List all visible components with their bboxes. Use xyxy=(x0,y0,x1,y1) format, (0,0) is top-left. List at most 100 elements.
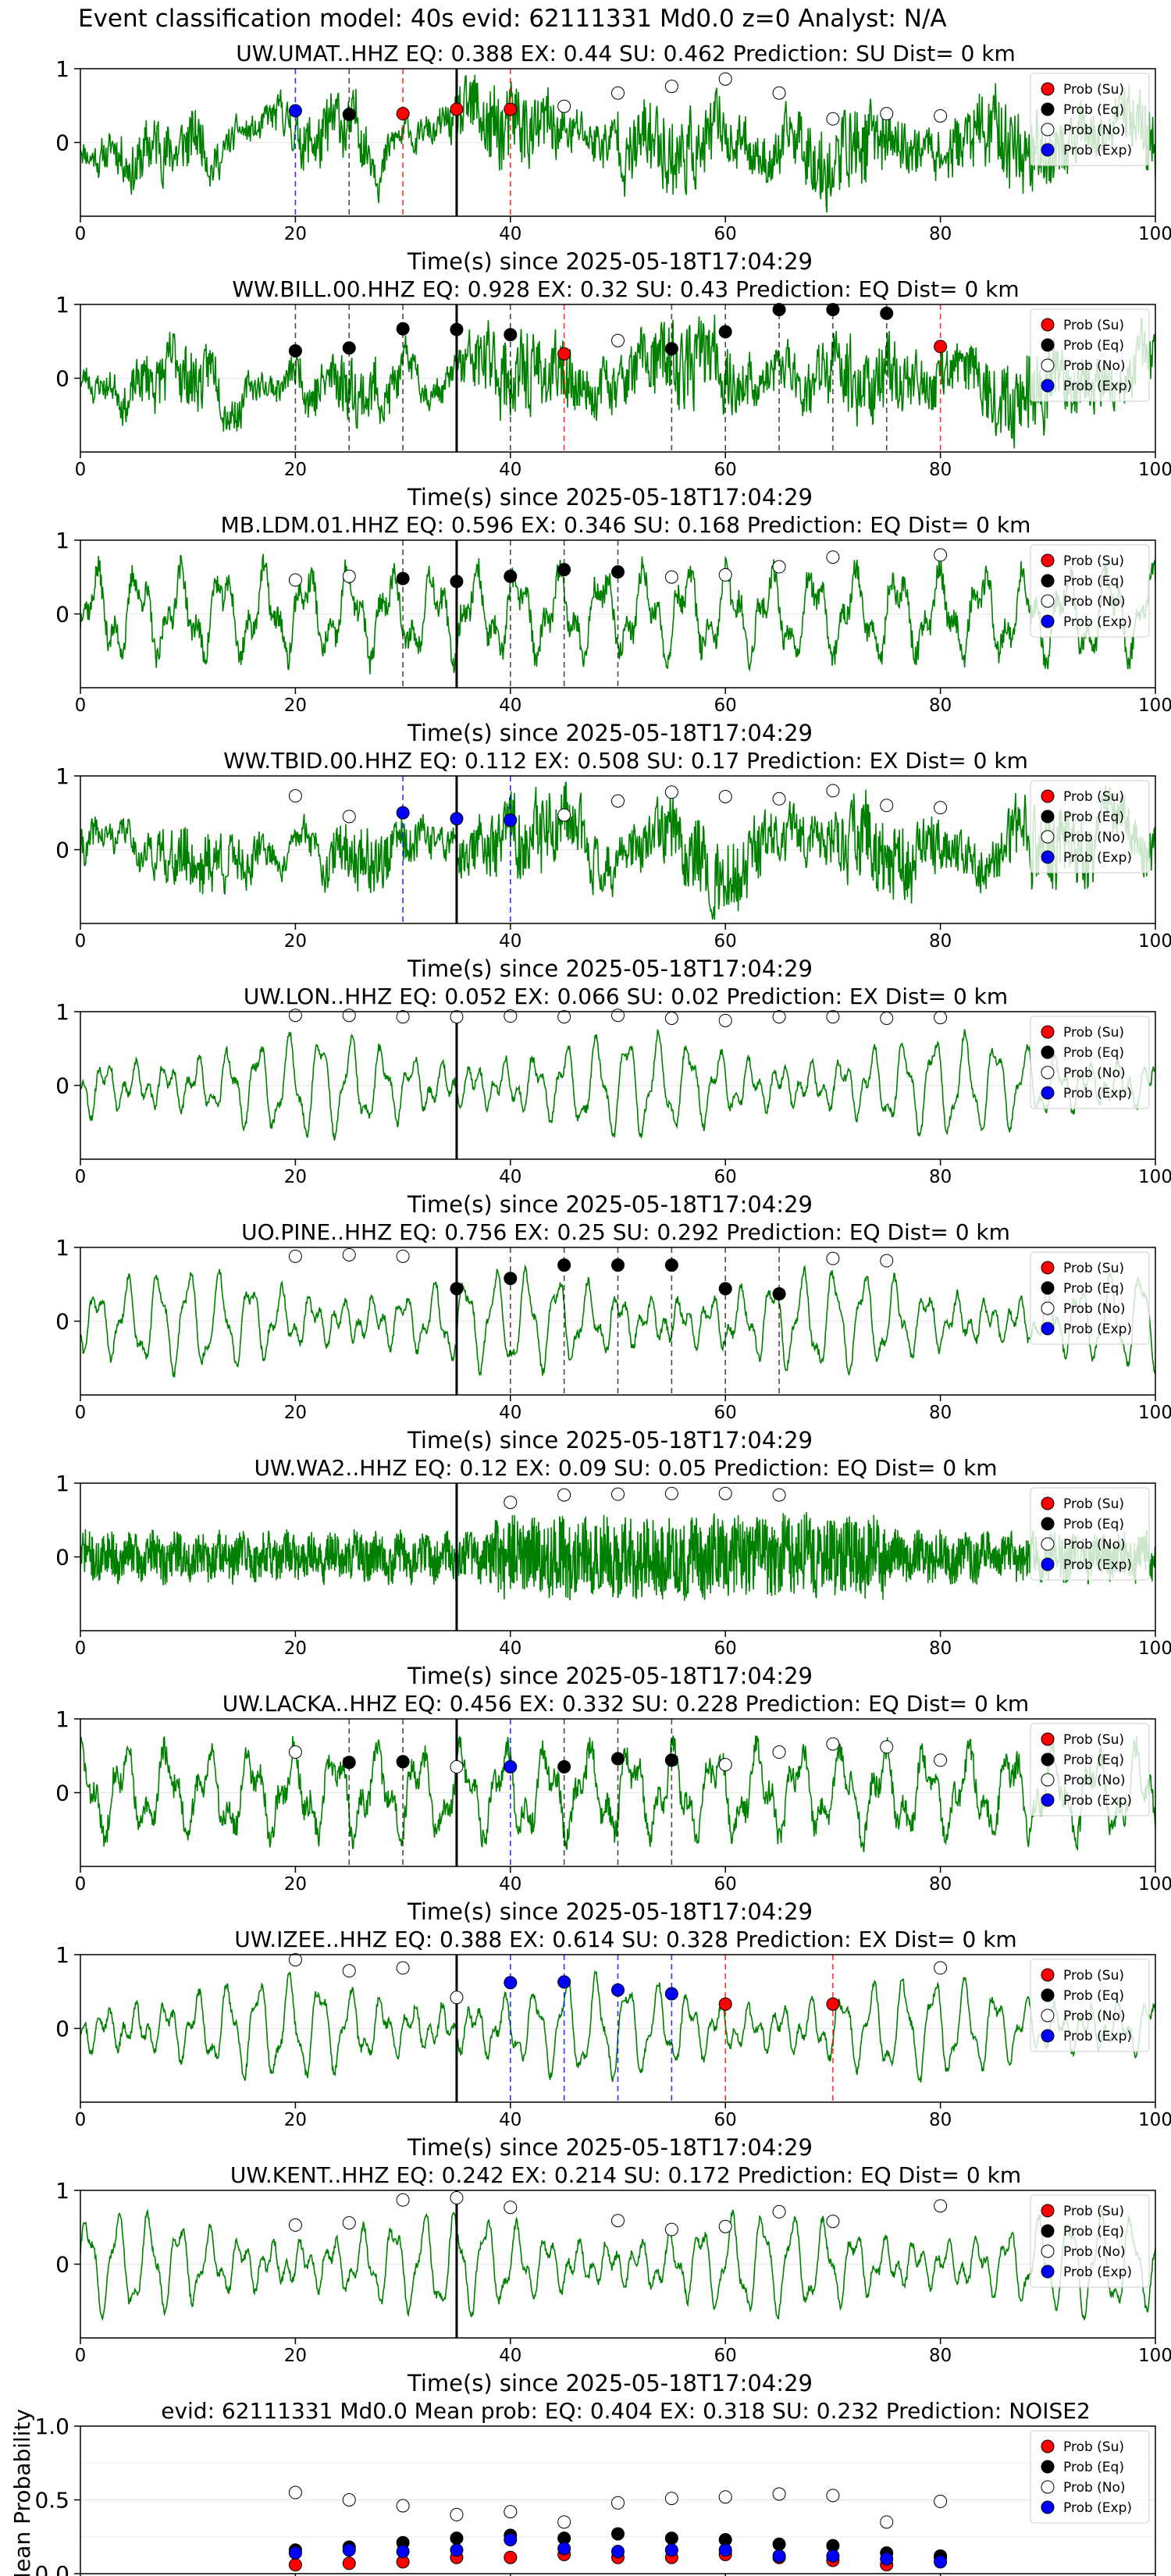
mean-point-eq xyxy=(664,2532,678,2546)
y-tick-label: 0 xyxy=(55,1781,69,1806)
x-tick-label: 80 xyxy=(929,1638,952,1659)
prob-point-no xyxy=(342,2216,356,2230)
x-axis-label: Time(s) since 2025-05-18T17:04:29 xyxy=(407,1191,813,1218)
x-tick-label: 0 xyxy=(75,1167,87,1187)
prob-point-no xyxy=(288,1249,302,1263)
prob-point-eq xyxy=(664,1258,678,1272)
legend-marker-exp xyxy=(1041,143,1055,157)
panel-title: WW.TBID.00.HHZ EQ: 0.112 EX: 0.508 SU: 0… xyxy=(223,748,1028,774)
x-tick-label: 20 xyxy=(284,224,307,244)
prob-point-no xyxy=(718,568,732,582)
prob-point-su xyxy=(504,102,518,116)
legend-label-no: Prob (No) xyxy=(1063,1301,1126,1317)
legend-marker-exp xyxy=(1041,1557,1055,1571)
legend-label-su: Prob (Su) xyxy=(1063,1732,1124,1748)
prob-point-exp xyxy=(504,813,518,827)
legend-marker-no xyxy=(1041,594,1055,608)
x-tick-label: 80 xyxy=(929,460,952,480)
legend-label-su: Prob (Su) xyxy=(1063,1261,1124,1276)
prob-point-no xyxy=(772,560,786,574)
mean-point-su xyxy=(342,2556,356,2571)
prob-point-no xyxy=(342,569,356,583)
legend-label-exp: Prob (Exp) xyxy=(1063,143,1132,158)
summary-panel: evid: 62111331 Md0.0 Mean prob: EQ: 0.40… xyxy=(9,2398,1156,2576)
mean-point-no xyxy=(342,2493,356,2507)
prob-point-no xyxy=(772,1488,786,1502)
waveform-trace xyxy=(80,1512,1155,1601)
x-tick-label: 0 xyxy=(75,931,87,952)
x-tick-label: 0 xyxy=(75,1874,87,1895)
x-tick-label: 100 xyxy=(1138,1403,1171,1423)
x-tick-label: 40 xyxy=(499,224,521,244)
x-tick-label: 40 xyxy=(499,2110,521,2130)
legend-marker-su xyxy=(1041,82,1055,96)
panel-title: UW.UMAT..HHZ EQ: 0.388 EX: 0.44 SU: 0.46… xyxy=(236,41,1016,66)
legend-marker-no xyxy=(1041,1301,1055,1315)
prob-point-no xyxy=(288,1953,302,1967)
x-tick-label: 60 xyxy=(714,2346,737,2366)
prob-point-no xyxy=(934,801,948,815)
legend-marker-eq xyxy=(1041,2460,1055,2474)
mean-point-exp xyxy=(880,2552,894,2566)
waveform-trace xyxy=(80,74,1155,213)
legend-label-su: Prob (Su) xyxy=(1063,1025,1124,1041)
waveform xyxy=(80,1512,1155,1601)
prob-point-no xyxy=(396,2193,410,2207)
prob-point-eq xyxy=(504,1272,518,1286)
x-tick-label: 40 xyxy=(499,460,521,480)
legend-label-eq: Prob (Eq) xyxy=(1063,102,1124,118)
y-tick-label: 0 xyxy=(55,1073,69,1099)
legend-marker-no xyxy=(1041,2244,1055,2258)
x-axis-label: Time(s) since 2025-05-18T17:04:29 xyxy=(407,484,813,511)
x-tick-label: 60 xyxy=(714,931,737,952)
prob-point-no xyxy=(611,2214,625,2228)
prob-point-no xyxy=(826,1737,840,1751)
prob-point-su xyxy=(934,340,948,354)
prob-point-eq xyxy=(504,569,518,583)
legend-label-eq: Prob (Eq) xyxy=(1063,1752,1124,1768)
legend-marker-su xyxy=(1041,318,1055,332)
x-tick-label: 60 xyxy=(714,460,737,480)
legend: Prob (Su) Prob (Eq) Prob (No) Prob (Exp) xyxy=(1030,308,1150,402)
waveform-trace xyxy=(80,315,1155,449)
prob-point-eq xyxy=(772,303,786,317)
prob-point-no xyxy=(288,573,302,587)
legend-label-no: Prob (No) xyxy=(1063,1773,1126,1788)
legend-label-su: Prob (Su) xyxy=(1063,2439,1124,2455)
y-tick-label: 0 xyxy=(55,2016,69,2042)
legend-label-eq: Prob (Eq) xyxy=(1063,1281,1124,1297)
prob-point-no xyxy=(450,2190,464,2204)
legend: Prob (Su) Prob (Eq) Prob (No) Prob (Exp) xyxy=(1030,2194,1150,2288)
x-tick-label: 20 xyxy=(284,1167,307,1187)
prob-point-no xyxy=(772,2204,786,2218)
mean-point-su xyxy=(504,2550,518,2564)
legend-box xyxy=(1030,308,1150,402)
x-tick-label: 40 xyxy=(499,1403,521,1423)
waveform xyxy=(80,1264,1155,1378)
x-tick-label: 80 xyxy=(929,696,952,716)
x-tick-label: 0 xyxy=(75,2110,87,2130)
x-tick-label: 60 xyxy=(714,224,737,244)
mean-point-exp xyxy=(718,2543,732,2557)
legend-marker-no xyxy=(1041,123,1055,137)
waveform xyxy=(80,315,1155,449)
legend-marker-exp xyxy=(1041,2029,1055,2043)
legend-box xyxy=(1030,2430,1150,2524)
x-tick-label: 0 xyxy=(75,1638,87,1659)
panel-title: UW.LON..HHZ EQ: 0.052 EX: 0.066 SU: 0.02… xyxy=(244,984,1008,1009)
legend-label-exp: Prob (Exp) xyxy=(1063,1557,1132,1573)
prob-point-exp xyxy=(450,812,464,826)
prob-point-no xyxy=(826,112,840,126)
prob-point-eq xyxy=(772,1287,786,1301)
prob-point-no xyxy=(504,2201,518,2215)
prob-point-no xyxy=(718,2219,732,2233)
y-tick-label: 1 xyxy=(55,2178,69,2204)
prob-point-no xyxy=(880,799,894,813)
prob-point-eq xyxy=(611,1752,625,1766)
x-tick-label: 40 xyxy=(499,2346,521,2366)
legend-label-exp: Prob (Exp) xyxy=(1063,2029,1132,2044)
legend-label-su: Prob (Su) xyxy=(1063,82,1124,98)
legend-label-exp: Prob (Exp) xyxy=(1063,1322,1132,1337)
waveform xyxy=(80,781,1155,920)
x-tick-label: 40 xyxy=(499,931,521,952)
